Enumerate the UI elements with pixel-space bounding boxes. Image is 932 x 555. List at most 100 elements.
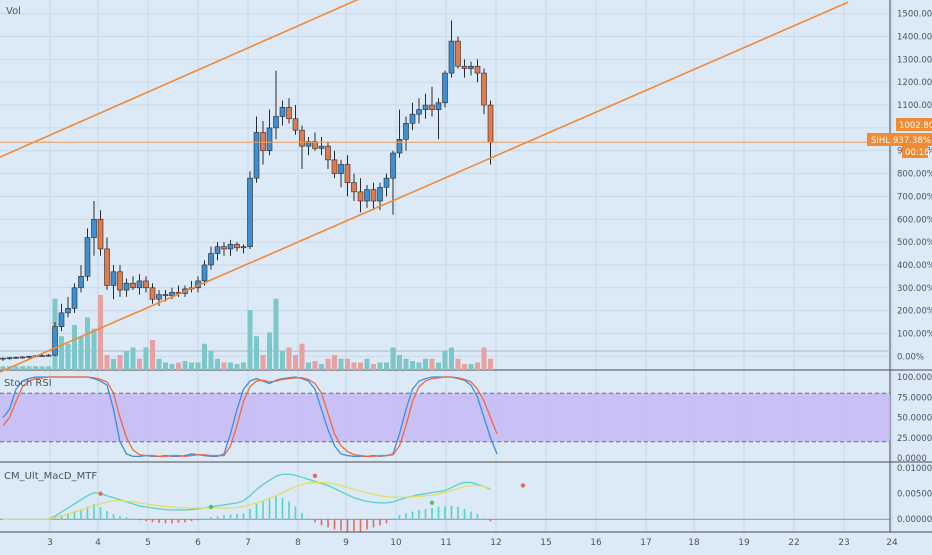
volume-bar <box>377 362 383 370</box>
volume-bar <box>85 317 90 370</box>
candle-body <box>364 189 370 202</box>
candle-body <box>351 182 357 193</box>
candle-body <box>52 326 58 356</box>
volume-layer <box>0 295 493 370</box>
candle-body <box>253 132 260 179</box>
volume-bar <box>403 358 409 370</box>
candle-body <box>487 104 494 143</box>
candles-layer[interactable] <box>0 20 494 361</box>
macd-cross-marker <box>208 504 214 510</box>
symbol-name: SIHL <box>871 136 890 146</box>
volume-bar <box>20 366 25 370</box>
candle-body <box>143 280 149 289</box>
stoch-d-line <box>2 376 498 458</box>
volume-bar <box>358 362 363 370</box>
candle-body <box>208 253 214 266</box>
price-tick-label: 1400.00% <box>897 33 932 43</box>
volume-bar <box>273 298 279 370</box>
candle-body <box>409 113 416 124</box>
volume-bar <box>286 347 292 370</box>
macd-tick-label: 0.000000 <box>897 515 932 525</box>
volume-bar <box>176 362 181 370</box>
price-tick-label: 1200.00% <box>897 78 932 88</box>
x-tick-label: 24 <box>886 538 898 548</box>
volume-bar <box>345 358 350 370</box>
macd-panel[interactable] <box>0 473 890 532</box>
candle-body <box>344 164 351 184</box>
volume-bar <box>156 358 162 370</box>
x-tick-label: 3 <box>47 538 53 548</box>
candle-body <box>234 244 240 249</box>
candle-body <box>331 159 338 174</box>
candle-body <box>279 107 286 117</box>
volume-bar <box>319 364 324 370</box>
volume-bar <box>169 364 175 370</box>
volume-bar <box>221 362 227 370</box>
candle-body <box>338 164 344 174</box>
x-tick-label: 8 <box>295 538 301 548</box>
candle-body <box>416 109 422 115</box>
volume-bar <box>455 358 461 370</box>
candle-body <box>273 116 279 129</box>
price-tick-label: 100.00% <box>897 329 932 339</box>
x-tick-label: 4 <box>95 538 101 548</box>
stoch-tick-label: 100.0000 <box>897 373 932 383</box>
candle-body <box>403 123 409 140</box>
candle-body <box>162 294 169 297</box>
x-tick-label: 23 <box>838 538 849 548</box>
volume-bar <box>468 364 474 370</box>
candle-body <box>221 246 227 250</box>
candle-body <box>474 65 481 74</box>
price-tick-label: 300.00% <box>897 284 932 294</box>
candle-body <box>299 129 305 147</box>
candle-body <box>39 355 45 357</box>
volume-bar <box>325 358 331 370</box>
volume-bar <box>202 343 207 370</box>
stoch-tick-label: 25.0000 <box>897 434 932 444</box>
candle-body <box>71 287 78 309</box>
candle-body <box>312 141 318 149</box>
candle-body <box>247 177 253 247</box>
x-tick-label: 16 <box>590 538 602 548</box>
volume-bar <box>104 355 110 370</box>
volume-bar <box>397 355 402 370</box>
candle-body <box>130 282 136 289</box>
candle-body <box>240 246 247 249</box>
price-tick-label: 1100.00% <box>897 101 932 111</box>
symbol-price-badge: SIHL 937.38% <box>867 133 932 146</box>
candle-body <box>117 271 123 291</box>
candle-body <box>435 102 442 110</box>
candle-body <box>370 189 377 202</box>
x-tick-label: 22 <box>788 538 799 548</box>
bar-timer-text: 00:16 <box>905 148 930 158</box>
candle-body <box>461 65 468 69</box>
candle-body <box>448 40 455 74</box>
volume-bar <box>163 362 168 370</box>
stoch-rsi-label: Stoch RSI <box>4 378 52 389</box>
price-tick-label: 600.00% <box>897 215 932 225</box>
volume-bar <box>312 361 318 370</box>
candle-body <box>422 104 429 110</box>
stoch-rsi-panel[interactable] <box>0 376 890 458</box>
volume-bar <box>488 358 493 370</box>
candle-body <box>156 294 162 300</box>
symbol-price-badge-bg <box>867 133 932 146</box>
candle-body <box>442 72 448 104</box>
volume-bar <box>195 362 201 370</box>
volume-bar <box>293 355 298 370</box>
volume-bar <box>124 351 129 370</box>
volume-bar <box>254 336 259 370</box>
volume-bar <box>351 362 357 370</box>
stoch-tick-label: 75.0000 <box>897 393 932 403</box>
volume-bar <box>390 347 396 370</box>
macd-cross-marker <box>312 473 318 478</box>
candle-body <box>429 104 435 110</box>
volume-bar <box>150 340 155 370</box>
volume-bar <box>371 364 376 370</box>
price-tick-label: 1500.00% <box>897 10 932 20</box>
bar-timer-badge-bg <box>902 146 928 158</box>
volume-bar <box>247 310 253 370</box>
